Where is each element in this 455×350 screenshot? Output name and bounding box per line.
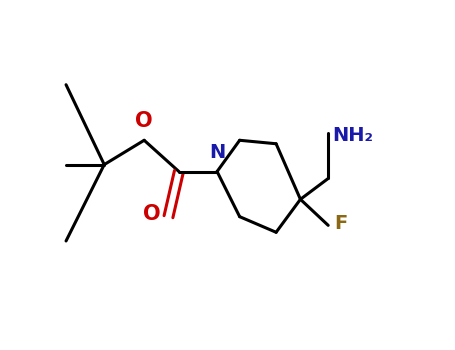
Text: O: O (143, 204, 161, 224)
Text: O: O (135, 111, 153, 131)
Text: NH₂: NH₂ (332, 126, 374, 145)
Text: F: F (334, 215, 348, 233)
Text: N: N (209, 143, 225, 162)
